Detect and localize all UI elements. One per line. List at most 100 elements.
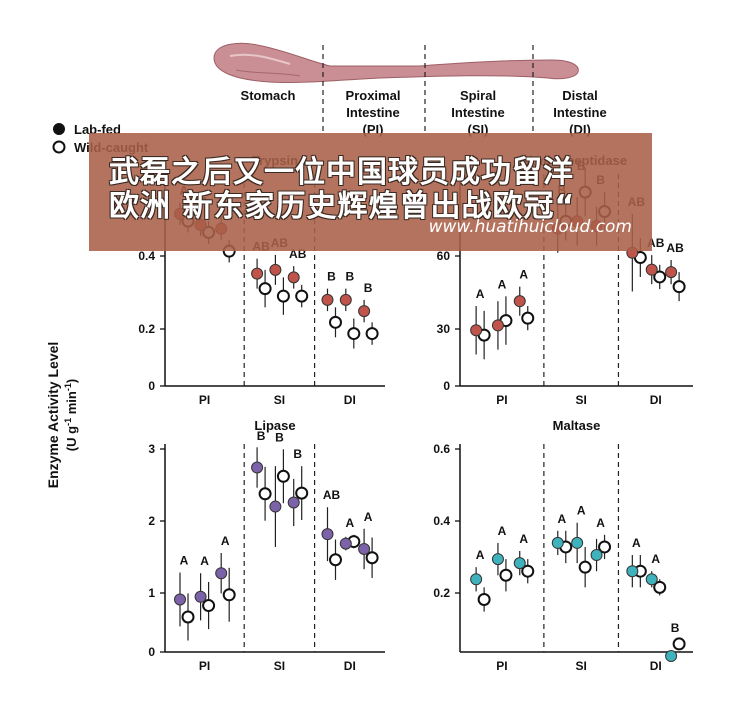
- organ-stomach-shape: [213, 42, 579, 84]
- maltase-y-tick-label: 0.6: [433, 442, 450, 456]
- trypsin-significance-letter: B: [345, 270, 354, 284]
- lipase-significance-letter: A: [364, 510, 373, 524]
- lipase-lab-point: [321, 528, 334, 541]
- trypsin-wild-point: [365, 327, 379, 341]
- lipase-lab-point: [251, 461, 264, 474]
- aminopeptidase-y-tick-label: 0: [443, 379, 450, 393]
- lipase-lab-point: [174, 593, 187, 606]
- lipase-group-label: DI: [344, 659, 356, 673]
- banner-headline-1: 武磊之后又一位中国球员成功留洋: [109, 155, 574, 190]
- lipase-wild-point: [258, 487, 272, 501]
- lipase-lab-point: [215, 567, 228, 580]
- lipase-significance-letter: A: [180, 554, 189, 568]
- maltase-lab-point: [590, 549, 603, 562]
- maltase-title: Maltase: [553, 418, 601, 433]
- trypsin-significance-letter: B: [364, 281, 373, 295]
- legend-lab-fed-marker: [53, 123, 65, 135]
- trypsin-lab-point: [358, 305, 371, 318]
- aminopeptidase-significance-letter: A: [519, 268, 528, 282]
- lipase-wild-point: [328, 553, 342, 567]
- y-axis-title: Enzyme Activity Level (U g-1 min-1): [45, 342, 79, 489]
- header: Stomach Proximal Intestine (PI) Spiral Inte…: [213, 42, 607, 137]
- maltase-significance-letter: B: [671, 621, 680, 635]
- maltase-lab-point: [513, 557, 526, 570]
- lipase-lab-point: [287, 496, 300, 509]
- trypsin-wild-point: [328, 315, 342, 329]
- lipase-wild-point: [276, 469, 290, 483]
- trypsin-lab-point: [321, 293, 334, 306]
- trypsin-wild-point: [295, 289, 309, 303]
- trypsin-wild-point: [258, 282, 272, 296]
- lipase-significance-letter: B: [257, 429, 266, 443]
- region-label-proximal: Proximal Intestine (PI): [346, 88, 401, 137]
- lipase-wild-point: [222, 588, 236, 602]
- lipase-significance-letter: A: [221, 534, 230, 548]
- trypsin-y-tick-label: 0: [148, 379, 155, 393]
- lipase-lab-point: [194, 590, 207, 603]
- trypsin-significance-letter: B: [327, 270, 336, 284]
- maltase-group-label: SI: [575, 659, 586, 673]
- lipase-significance-letter: B: [293, 447, 302, 461]
- trypsin-group-label: PI: [199, 393, 210, 407]
- maltase-wild-point: [499, 568, 513, 582]
- maltase-lab-point: [626, 565, 639, 578]
- aminopeptidase-lab-point: [645, 263, 658, 276]
- maltase-y-tick-label: 0.2: [433, 586, 450, 600]
- lipase-significance-letter: AB: [323, 488, 341, 502]
- lipase-wild-point: [365, 551, 379, 565]
- lipase-lab-point: [358, 542, 371, 555]
- region-label-distal: Distal Intestine (DI): [553, 88, 606, 137]
- trypsin-lab-point: [251, 267, 264, 280]
- maltase-lab-point: [470, 573, 483, 586]
- aminopeptidase-lab-point: [665, 266, 678, 279]
- lipase-group-label: PI: [199, 659, 210, 673]
- trypsin-lab-point: [287, 271, 300, 284]
- aminopeptidase-wild-point: [672, 280, 686, 294]
- maltase-significance-letter: A: [651, 552, 660, 566]
- maltase-wild-point: [521, 564, 535, 578]
- aminopeptidase-significance-letter: A: [498, 277, 507, 291]
- banner-url[interactable]: www.huatihuicloud.com: [428, 217, 632, 237]
- maltase-significance-letter: A: [596, 516, 605, 530]
- maltase-group-label: DI: [650, 659, 662, 673]
- aminopeptidase-y-tick-label: 60: [437, 249, 451, 263]
- maltase-significance-letter: A: [476, 548, 485, 562]
- maltase-lab-point: [551, 536, 564, 549]
- lipase-significance-letter: A: [200, 554, 209, 568]
- legend-wild-caught-marker: [52, 140, 66, 154]
- aminopeptidase-lab-point: [470, 324, 483, 337]
- maltase-lab-point: [665, 650, 678, 663]
- lipase-significance-letter: B: [275, 430, 284, 444]
- maltase-y-tick-label: 0.4: [433, 514, 450, 528]
- trypsin-y-tick-label: 0.2: [138, 322, 155, 336]
- aminopeptidase-lab-point: [513, 295, 526, 308]
- overlay-banner[interactable]: 武磊之后又一位中国球员成功留洋 欧洲 新东家历史辉煌曾出战欧冠“ www.hua…: [89, 133, 652, 251]
- aminopeptidase-lab-point: [491, 319, 504, 332]
- lipase-title: Lipase: [254, 418, 295, 433]
- lipase-y-tick-label: 1: [148, 586, 155, 600]
- lipase-wild-point: [295, 486, 309, 500]
- aminopeptidase-wild-point: [521, 311, 535, 325]
- aminopeptidase-significance-letter: A: [476, 287, 485, 301]
- lipase-group-label: SI: [274, 659, 285, 673]
- trypsin-y-tick-label: 0.4: [138, 249, 155, 263]
- lipase-significance-letter: A: [345, 516, 354, 530]
- lipase-lab-point: [339, 537, 352, 550]
- trypsin-group-label: SI: [274, 393, 285, 407]
- maltase-significance-letter: A: [519, 532, 528, 546]
- trypsin-lab-point: [269, 263, 282, 276]
- aminopeptidase-significance-letter: AB: [666, 241, 684, 255]
- trypsin-group-label: DI: [344, 393, 356, 407]
- lipase-y-tick-label: 3: [148, 442, 155, 456]
- lipase-y-tick-label: 0: [148, 645, 155, 659]
- maltase-significance-letter: A: [632, 536, 641, 550]
- y-axis-units: (U g-1 min-1): [63, 379, 79, 451]
- aminopeptidase-group-label: DI: [650, 393, 662, 407]
- maltase-wild-point: [477, 592, 491, 606]
- maltase-lab-point: [491, 553, 504, 566]
- trypsin-wild-point: [347, 327, 361, 341]
